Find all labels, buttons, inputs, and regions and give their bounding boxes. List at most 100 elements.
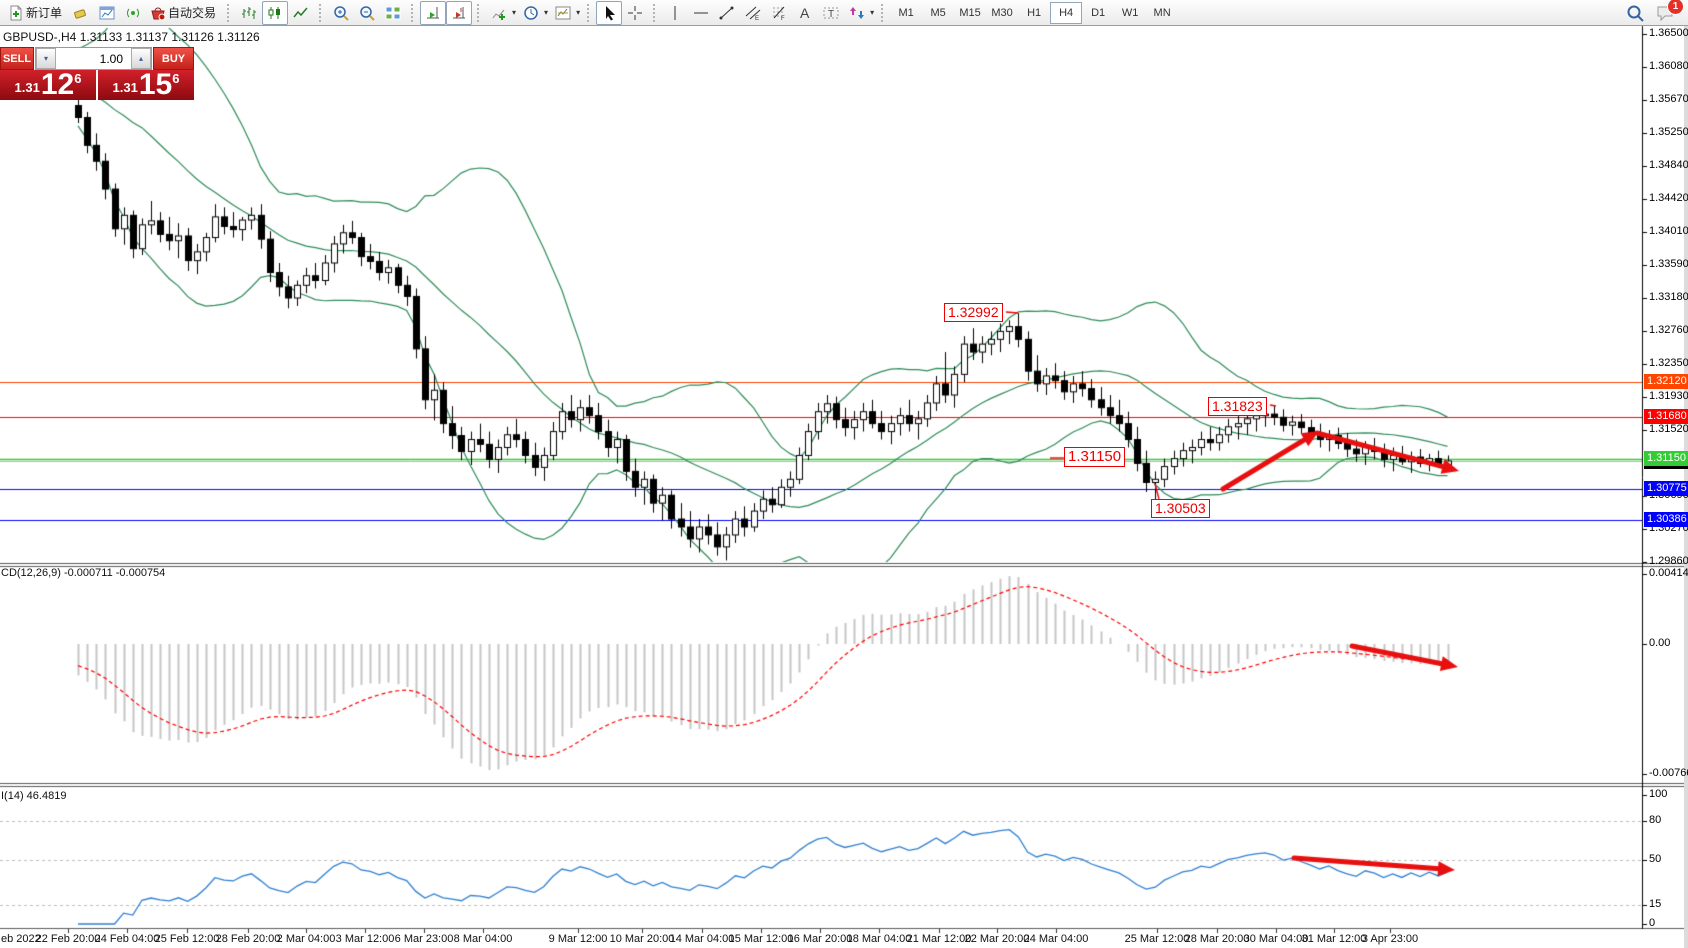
time-axis-label: 25 Feb 12:00 — [154, 933, 220, 945]
new-order-label: 新订单 — [26, 6, 63, 20]
time-axis-label: 15 Mar 12:00 — [728, 933, 794, 945]
eraser-button[interactable] — [68, 1, 94, 25]
horizontal-line-button[interactable] — [688, 1, 714, 25]
toolbar-right: 1 — [1626, 0, 1684, 22]
time-axis-label: 3 Mar 12:00 — [335, 933, 395, 945]
periods-dropdown-caret[interactable]: ▾ — [544, 8, 549, 17]
periods-button[interactable] — [518, 1, 544, 25]
sell-price-small: 1.31 — [14, 80, 40, 96]
price-axis-tick: 1.35670 — [1649, 92, 1688, 105]
sell-price-big: 12 — [40, 67, 75, 101]
sell-price-button[interactable]: 1.31 12 6 — [0, 67, 96, 101]
auto-scroll-button[interactable] — [420, 0, 447, 25]
rsi-scale-tick: 15 — [1649, 897, 1662, 910]
tf-mn-button[interactable]: MN — [1153, 6, 1171, 19]
horizontal-line-icon — [693, 5, 709, 21]
time-axis-label: 21 Mar 12:00 — [906, 933, 972, 945]
macd-indicator-label: CD(12,26,9) -0.000711 -0.000754 — [1, 567, 166, 579]
search-button[interactable] — [1626, 4, 1644, 22]
hline-price-label: 1.31680 — [1644, 409, 1688, 425]
line-chart-button[interactable] — [288, 1, 314, 25]
arrows-icon — [849, 5, 865, 21]
indicators-dropdown-caret[interactable]: ▾ — [512, 8, 517, 17]
tf-h4-button[interactable]: H4 — [1050, 1, 1083, 24]
svg-text:F: F — [781, 16, 785, 21]
time-axis-label: 25 Mar 12:00 — [1124, 933, 1190, 945]
tf-w1-button[interactable]: W1 — [1121, 6, 1139, 19]
time-axis-label: 18 Mar 04:00 — [846, 933, 912, 945]
auto-trading-label: 自动交易 — [168, 6, 217, 20]
indicators-button[interactable] — [486, 1, 512, 25]
price-annotation[interactable]: 1.31150 — [1064, 447, 1126, 467]
one-click-trading-panel: SELL ▾ 1.00 ▴ BUY 1.31 12 6 1.31 15 6 — [0, 47, 194, 100]
tile-windows-button[interactable] — [380, 1, 406, 25]
buy-price-button[interactable]: 1.31 15 6 — [98, 67, 194, 101]
time-axis-label: 9 Mar 12:00 — [548, 933, 608, 945]
buy-button[interactable]: BUY — [153, 47, 194, 70]
eraser-icon — [73, 5, 89, 21]
channel-button[interactable]: E — [740, 1, 766, 25]
templates-dropdown-caret[interactable]: ▾ — [576, 8, 581, 17]
chart-shift-icon — [451, 5, 467, 21]
label-button[interactable]: T — [818, 1, 844, 25]
chart-symbol-title: GBPUSD-,H4 1.31133 1.31137 1.31126 1.311… — [3, 30, 260, 44]
fibonacci-button[interactable]: F — [766, 1, 792, 25]
price-axis-tick: 1.36500 — [1649, 27, 1688, 39]
time-axis-label: 22 Mar 20:00 — [964, 933, 1030, 945]
zoom-out-button[interactable] — [354, 1, 380, 25]
crosshair-button[interactable] — [622, 1, 648, 25]
sell-button[interactable]: SELL — [0, 47, 34, 70]
new-chart-window-button[interactable] — [94, 1, 120, 25]
buy-price-big: 15 — [138, 67, 173, 101]
price-annotation[interactable]: 1.31823 — [1208, 397, 1267, 416]
trendline-button[interactable] — [714, 1, 740, 25]
candlestick-chart-button[interactable] — [262, 0, 289, 25]
sell-price-sup: 6 — [74, 71, 82, 86]
tf-m30-button[interactable]: M30 — [991, 6, 1013, 19]
templates-icon — [555, 5, 571, 21]
toolbar-separator — [587, 3, 591, 22]
zoom-in-button[interactable] — [328, 1, 354, 25]
time-axis-label: 6 Mar 23:00 — [394, 933, 454, 945]
symbol-period-label: GBPUSD-,H4 — [3, 30, 77, 44]
hline-price-label: 1.30386 — [1644, 512, 1688, 528]
tf-m15-button[interactable]: M15 — [959, 6, 981, 19]
rsi-scale-tick: 80 — [1649, 813, 1662, 826]
periods-clock-icon — [523, 5, 539, 21]
time-axis-label: 31 Mar 12:00 — [1301, 933, 1367, 945]
new-order-button[interactable]: 新订单 — [4, 1, 68, 25]
volume-value[interactable]: 1.00 — [99, 51, 123, 66]
chart-shift-button[interactable] — [446, 0, 473, 25]
time-axis-label: 30 Mar 04:00 — [1243, 933, 1309, 945]
price-axis-tick: 1.33180 — [1649, 290, 1688, 303]
tf-d1-button[interactable]: D1 — [1091, 6, 1106, 19]
volume-decrease-button[interactable]: ▾ — [36, 48, 56, 69]
time-axis-label: 8 Mar 04:00 — [453, 933, 513, 945]
trade-controls-row: SELL ▾ 1.00 ▴ BUY — [0, 47, 194, 70]
trade-prices-row: 1.31 12 6 1.31 15 6 — [0, 67, 194, 101]
signals-button[interactable] — [120, 1, 146, 25]
notifications-button[interactable]: 1 — [1656, 0, 1684, 22]
rsi-scale-tick: 0 — [1649, 917, 1656, 929]
price-annotation[interactable]: 1.32992 — [944, 303, 1003, 322]
vertical-line-button[interactable] — [662, 1, 688, 25]
auto-trading-button[interactable]: 自动交易 — [146, 1, 222, 25]
price-annotation[interactable]: 1.30503 — [1151, 499, 1210, 518]
svg-text:T: T — [828, 9, 834, 20]
signal-icon — [125, 5, 141, 21]
hline-price-label: 1.32120 — [1644, 374, 1688, 390]
arrows-button[interactable] — [844, 1, 870, 25]
bar-chart-button[interactable] — [236, 1, 262, 25]
volume-increase-button[interactable]: ▴ — [131, 48, 151, 69]
tf-h1-button[interactable]: H1 — [1027, 6, 1042, 19]
text-button[interactable]: A — [792, 1, 818, 25]
tf-m1-button[interactable]: M1 — [898, 6, 914, 19]
templates-button[interactable] — [550, 1, 576, 25]
time-axis-label: eb 2022 — [1, 933, 41, 945]
arrows-dropdown-caret[interactable]: ▾ — [870, 8, 875, 17]
time-axis-label: 28 Feb 20:00 — [215, 933, 281, 945]
tf-m5-button[interactable]: M5 — [930, 6, 946, 19]
cursor-button[interactable] — [596, 0, 623, 25]
line-chart-icon — [293, 5, 309, 21]
